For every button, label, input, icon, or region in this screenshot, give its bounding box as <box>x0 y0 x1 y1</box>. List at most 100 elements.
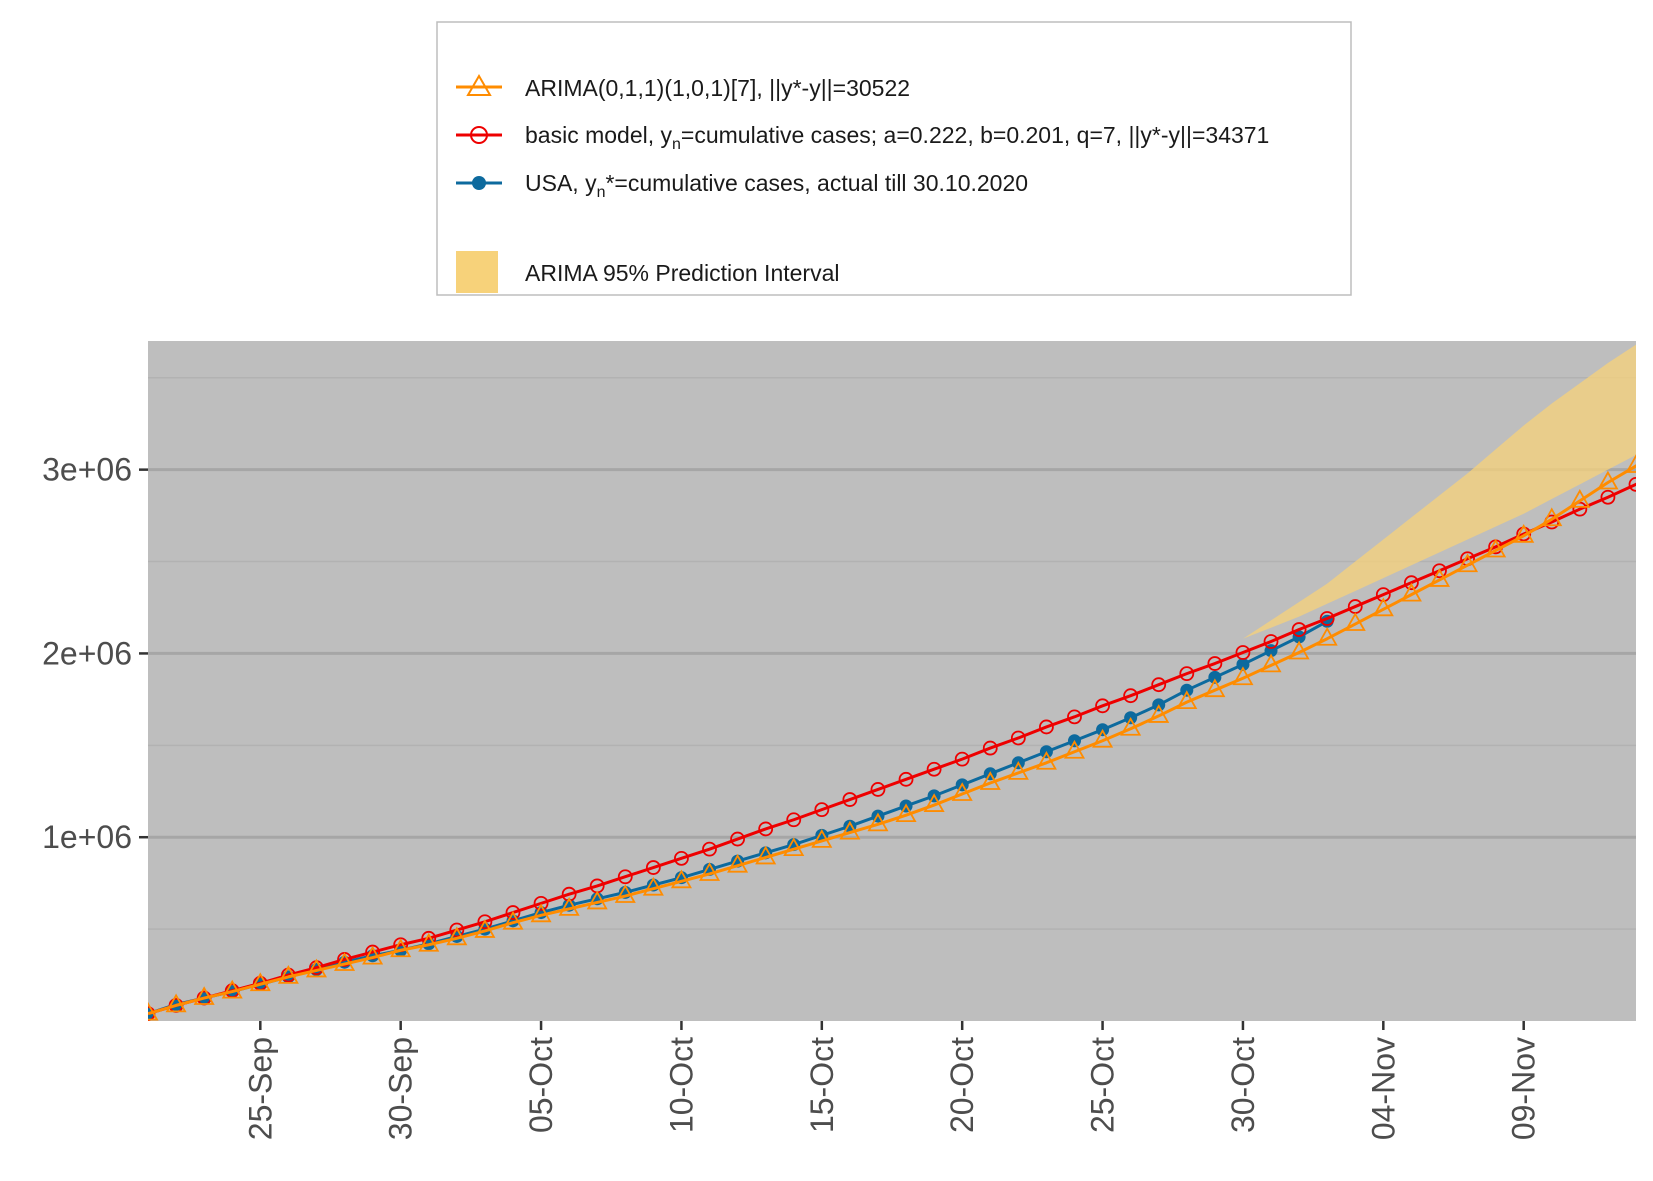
x-tick-label: 09-Nov <box>1506 1037 1542 1140</box>
point-basic <box>1319 611 1335 626</box>
point-arima <box>558 897 580 916</box>
legend-interval-label: ARIMA 95% Prediction Interval <box>525 260 839 286</box>
point-arima <box>1513 523 1535 543</box>
point-arima <box>305 958 327 978</box>
point-arima <box>951 782 973 801</box>
y-tick-label: 2e+06 <box>42 635 132 671</box>
point-basic <box>533 895 549 911</box>
legend-basic-label-prefix: basic model, y <box>525 122 673 148</box>
point-basic <box>814 802 830 818</box>
point-basic <box>617 869 633 885</box>
point-arima <box>1428 568 1451 587</box>
legend-item-interval: ARIMA 95% Prediction Interval <box>456 251 839 293</box>
x-tick-label: 25-Sep <box>242 1037 278 1140</box>
point-arima <box>1204 678 1226 698</box>
point-basic <box>645 860 661 875</box>
point-arima <box>1485 538 1507 558</box>
point-arima <box>530 903 552 923</box>
point-arima <box>1063 739 1086 759</box>
x-tick-label: 30-Oct <box>1225 1037 1261 1133</box>
point-arima <box>249 972 271 992</box>
point-basic <box>926 761 942 777</box>
axes: 1e+06 2e+06 3e+06 25-Sep 30-Sep 05-Oct 10-Oct 1… <box>42 452 1542 1141</box>
point-basic <box>1010 730 1026 746</box>
prediction-interval-layer <box>1242 344 1636 639</box>
point-basic <box>702 841 717 857</box>
legend-basic-label-sub: n <box>672 136 681 153</box>
point-basic <box>1628 476 1636 492</box>
point-actual <box>1180 683 1194 697</box>
point-arima <box>1541 507 1563 527</box>
point-arima <box>1569 489 1591 508</box>
series-arima <box>148 454 1636 1021</box>
series-basic-line <box>148 482 1636 1016</box>
x-tick-label: 10-Oct <box>663 1037 699 1133</box>
point-arima <box>755 845 777 865</box>
legend-actual-label-suffix: *=cumulative cases, actual till 30.10.20… <box>605 170 1028 196</box>
point-basic <box>1067 709 1082 725</box>
point-arima <box>698 862 721 881</box>
point-arima <box>783 837 805 857</box>
series-layer <box>148 454 1636 1021</box>
point-arima <box>1092 728 1114 748</box>
point-arima <box>362 945 384 965</box>
point-basic <box>1095 698 1110 714</box>
point-arima <box>1007 761 1029 780</box>
point-arima <box>895 803 917 823</box>
point-arima <box>839 820 861 840</box>
point-basic <box>1403 575 1419 591</box>
point-arima <box>193 986 215 1005</box>
point-basic <box>1179 666 1195 682</box>
series-arima-line <box>148 464 1636 1016</box>
point-arima <box>642 876 664 896</box>
legend-arima-label: ARIMA(0,1,1)(1,0,1)[7], ||y*-y||=30522 <box>525 75 910 101</box>
point-actual <box>1236 657 1250 671</box>
legend-interval-swatch <box>456 251 498 293</box>
y-tick-label: 1e+06 <box>42 819 132 855</box>
point-arima <box>333 952 356 971</box>
point-arima <box>727 853 749 873</box>
point-basic <box>449 922 465 938</box>
point-arima <box>502 910 524 930</box>
point-arima <box>614 884 636 903</box>
legend-item-actual: USA, yn*=cumulative cases, actual till 3… <box>456 170 1028 201</box>
point-arima <box>1344 612 1366 631</box>
point-basic <box>1600 489 1616 505</box>
x-tick-label: 04-Nov <box>1365 1037 1401 1140</box>
point-arima <box>1372 597 1394 617</box>
point-arima <box>1400 582 1422 602</box>
point-arima <box>418 932 440 952</box>
point-basic <box>842 792 858 807</box>
point-arima <box>586 890 608 910</box>
point-arima <box>1316 626 1338 646</box>
svg-text:basic model, yn=cumulative ca: basic model, yn=cumulative cases; a=0.22… <box>525 122 1269 153</box>
point-basic <box>477 914 493 930</box>
legend-actual-label-prefix: USA, y <box>525 170 597 196</box>
point-basic <box>898 771 914 787</box>
legend-item-basic: basic model, yn=cumulative cases; a=0.22… <box>456 122 1269 153</box>
point-actual <box>1208 670 1222 684</box>
legend-actual-label-sub: n <box>597 184 606 201</box>
point-arima <box>277 965 299 984</box>
point-basic <box>1039 719 1054 735</box>
x-tick-label: 15-Oct <box>804 1037 840 1133</box>
point-basic <box>758 821 774 837</box>
point-arima <box>867 812 889 832</box>
legend: ARIMA(0,1,1)(1,0,1)[7], ||y*-y||=30522 b… <box>436 21 1352 296</box>
legend-actual-dot-icon <box>472 176 486 190</box>
legend-arima-triangle-icon <box>466 74 492 96</box>
point-arima <box>390 938 412 958</box>
point-arima <box>221 979 243 999</box>
x-tick-label: 30-Sep <box>383 1037 419 1140</box>
point-arima <box>1120 716 1142 736</box>
point-basic <box>1235 645 1251 660</box>
svg-text:ARIMA 95% Prediction Interval: ARIMA 95% Prediction Interval <box>525 260 839 286</box>
y-tick-label: 3e+06 <box>42 452 132 488</box>
point-arima <box>1035 750 1057 770</box>
point-arima <box>1625 454 1636 473</box>
point-arima <box>811 829 833 848</box>
point-arima <box>446 926 468 946</box>
x-tick-label: 20-Oct <box>944 1037 980 1133</box>
point-basic <box>954 751 970 767</box>
